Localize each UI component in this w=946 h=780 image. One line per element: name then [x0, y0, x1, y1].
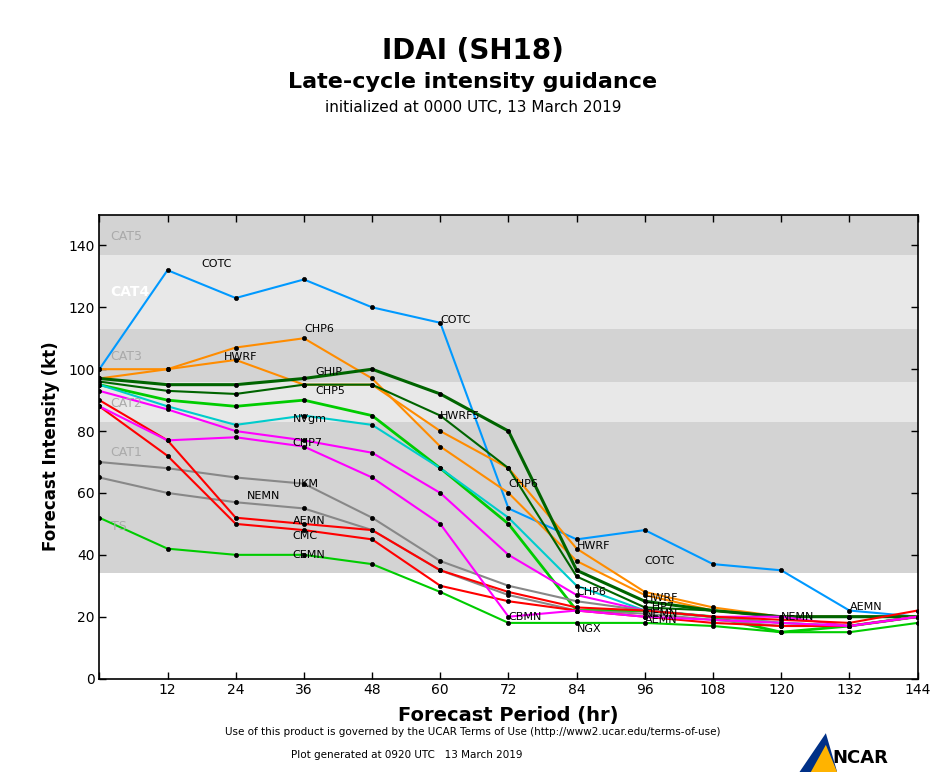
Text: NCAR: NCAR — [832, 749, 888, 768]
Text: COTC: COTC — [440, 314, 471, 324]
Text: CAT3: CAT3 — [111, 350, 143, 363]
Text: HWRF5: HWRF5 — [440, 410, 481, 420]
X-axis label: Forecast Period (hr): Forecast Period (hr) — [398, 706, 619, 725]
Text: CHP7: CHP7 — [645, 602, 674, 612]
Text: GHIP: GHIP — [315, 367, 342, 378]
Text: CAT2: CAT2 — [111, 397, 143, 410]
Bar — [99, 255, 918, 329]
Text: COTC: COTC — [201, 259, 232, 269]
Text: NEMN: NEMN — [645, 608, 678, 619]
Text: IDAI (SH18): IDAI (SH18) — [382, 37, 564, 65]
Bar — [99, 381, 918, 422]
Text: NGX: NGX — [577, 624, 602, 634]
Text: CAT5: CAT5 — [111, 229, 143, 243]
Bar — [99, 215, 918, 255]
Text: HWRF: HWRF — [645, 593, 678, 603]
Text: Use of this product is governed by the UCAR Terms of Use (http://www2.ucar.edu/t: Use of this product is governed by the U… — [225, 727, 721, 736]
Text: AEMN: AEMN — [850, 602, 882, 612]
Polygon shape — [799, 733, 837, 772]
Text: CMC: CMC — [292, 531, 318, 541]
Text: CHP6: CHP6 — [509, 479, 538, 489]
Text: CHP7: CHP7 — [292, 438, 323, 448]
Bar — [99, 480, 918, 573]
Bar — [99, 329, 918, 381]
Text: CEMN: CEMN — [292, 550, 325, 560]
Text: CBMN: CBMN — [509, 612, 542, 622]
Text: HWRF: HWRF — [577, 541, 610, 551]
Text: NEMN: NEMN — [781, 612, 815, 622]
Text: CAT4: CAT4 — [111, 285, 150, 299]
Text: Plot generated at 0920 UTC   13 March 2019: Plot generated at 0920 UTC 13 March 2019 — [291, 750, 522, 760]
Text: CAT1: CAT1 — [111, 446, 143, 459]
Text: NEMN: NEMN — [247, 491, 280, 501]
Text: HWRF: HWRF — [224, 352, 258, 362]
Polygon shape — [811, 745, 837, 772]
Bar — [99, 422, 918, 480]
Text: AEMN: AEMN — [292, 516, 325, 526]
Text: CHP6: CHP6 — [304, 324, 334, 334]
Text: CHP5: CHP5 — [315, 386, 345, 396]
Y-axis label: Forecast Intensity (kt): Forecast Intensity (kt) — [42, 342, 60, 551]
Text: TS: TS — [111, 520, 127, 534]
Text: CHP6: CHP6 — [577, 587, 606, 597]
Text: AEMN: AEMN — [645, 615, 677, 625]
Text: COTC: COTC — [645, 556, 675, 566]
Text: initialized at 0000 UTC, 13 March 2019: initialized at 0000 UTC, 13 March 2019 — [324, 100, 622, 115]
Text: Late-cycle intensity guidance: Late-cycle intensity guidance — [289, 72, 657, 92]
Text: NVgm: NVgm — [292, 413, 326, 424]
Text: UKM: UKM — [292, 479, 318, 489]
